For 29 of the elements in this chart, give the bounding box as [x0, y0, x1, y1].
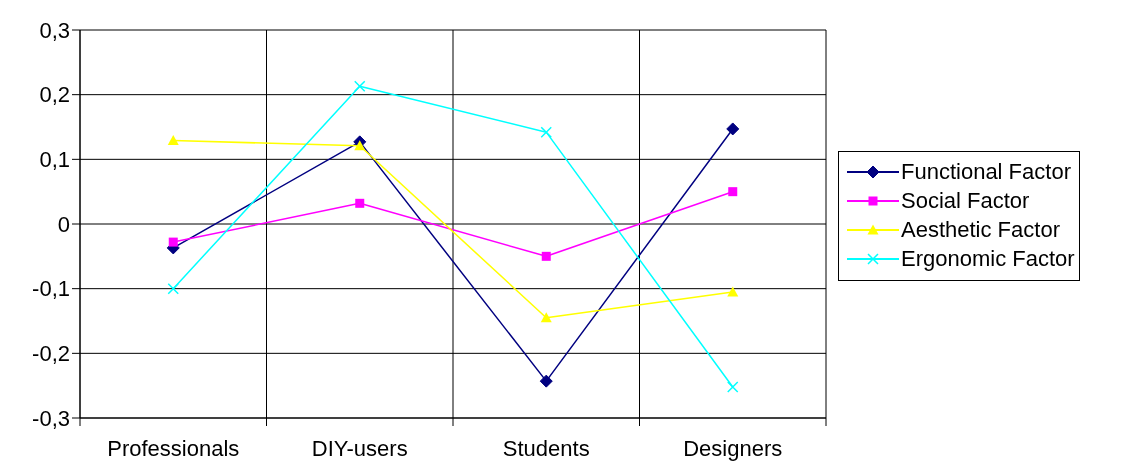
y-tick-label: -0,3 [32, 405, 70, 431]
point [354, 140, 366, 151]
y-tick-label: 0,1 [39, 147, 70, 173]
x-tick-label: DIY-users [311, 436, 408, 461]
x-tick-label: Professionals [107, 436, 240, 461]
point [168, 237, 178, 247]
point [354, 80, 366, 93]
y-tick-label: 0 [57, 211, 70, 237]
x-tick-label: Designers [683, 436, 783, 461]
y-tick-label: -0,1 [32, 276, 70, 302]
point [727, 286, 739, 297]
point [726, 122, 740, 136]
y-tick-label: 0,2 [39, 82, 70, 108]
point [167, 135, 179, 146]
y-tick-label: -0,2 [32, 341, 70, 367]
legend-label: Aesthetic Factor [901, 217, 1060, 243]
point [727, 381, 739, 393]
legend-label: Social Factor [901, 188, 1030, 214]
legend-label: Functional Factor [901, 159, 1071, 185]
point [540, 126, 552, 138]
point [541, 251, 551, 261]
legend-label: Ergonomic Factor [901, 246, 1075, 272]
x-tick-label: Students [502, 436, 590, 461]
point [728, 187, 738, 197]
point [540, 312, 552, 323]
point [539, 374, 553, 388]
point [167, 282, 179, 295]
y-tick-label: 0,3 [39, 17, 70, 43]
point [355, 198, 365, 208]
